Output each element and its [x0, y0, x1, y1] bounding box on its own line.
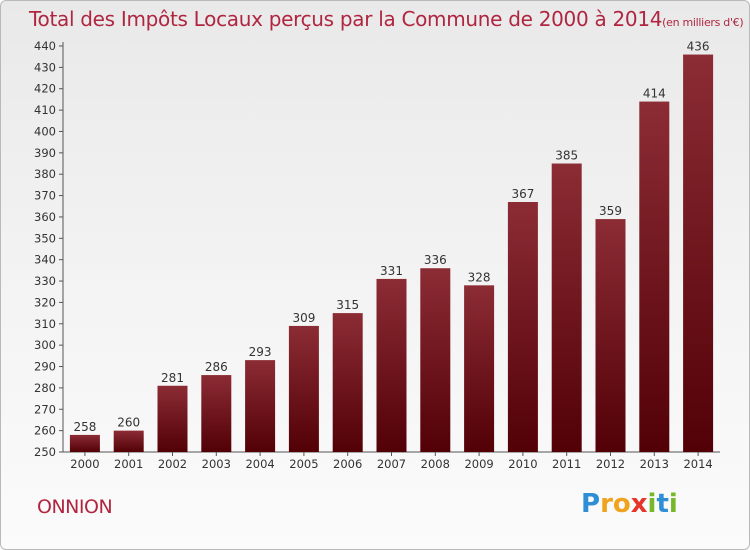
- y-tick-label: 360: [34, 210, 56, 224]
- chart-unit-label: (en milliers d'€): [662, 16, 744, 29]
- x-tick-label: 2009: [464, 457, 493, 471]
- bar-value-label: 336: [424, 253, 447, 267]
- bar: [288, 325, 319, 452]
- bar-value-label: 309: [292, 311, 315, 325]
- commune-name: ONNION: [37, 496, 113, 518]
- bar-value-label: 385: [555, 149, 578, 163]
- x-tick-label: 2014: [683, 457, 712, 471]
- x-tick-label: 2005: [289, 457, 318, 471]
- y-tick-label: 410: [34, 103, 56, 117]
- y-tick-label: 310: [34, 317, 56, 331]
- x-tick-label: 2013: [640, 457, 669, 471]
- bar: [464, 285, 495, 452]
- bar: [69, 434, 100, 452]
- x-tick-label: 2004: [245, 457, 274, 471]
- bar: [245, 360, 276, 452]
- bar: [639, 101, 670, 452]
- bar: [683, 54, 714, 453]
- data-labels: 258 260 281 286 293 309 315 331 336 328 367 385 359 4…: [73, 40, 709, 434]
- y-tick-label: 440: [34, 39, 56, 53]
- bar-value-label: 414: [643, 87, 666, 101]
- bar-value-label: 359: [599, 204, 622, 218]
- bar: [113, 430, 144, 452]
- bar: [420, 268, 451, 452]
- bar-value-label: 281: [161, 371, 184, 385]
- y-tick-label: 270: [34, 402, 56, 416]
- x-tick-label: 2011: [552, 457, 581, 471]
- bar: [507, 201, 538, 452]
- x-tick-label: 2010: [508, 457, 537, 471]
- x-tick-label: 2001: [114, 457, 143, 471]
- bar: [201, 375, 232, 452]
- x-tick-label: 2006: [333, 457, 362, 471]
- x-tick-label: 2002: [158, 457, 187, 471]
- y-tick-label: 280: [34, 381, 56, 395]
- bar-value-label: 328: [468, 270, 491, 284]
- y-tick-label: 370: [34, 189, 56, 203]
- proxiti-logo: Proxiti: [581, 489, 678, 519]
- chart-title-text: Total des Impôts Locaux perçus par la Co…: [29, 7, 663, 31]
- y-tick-label: 320: [34, 295, 56, 309]
- bar: [551, 163, 582, 453]
- bar-value-label: 258: [73, 420, 96, 434]
- bar-value-label: 331: [380, 264, 403, 278]
- y-tick-label: 250: [34, 445, 56, 459]
- y-tick-label: 430: [34, 60, 56, 74]
- y-tick-label: 290: [34, 360, 56, 374]
- bar-value-label: 367: [511, 187, 534, 201]
- y-tick-label: 300: [34, 338, 56, 352]
- x-axis: 2000 2001 2002 2003 2004 2005 2006 2007 2008 2009…: [63, 451, 720, 471]
- bar-value-label: 293: [249, 345, 272, 359]
- x-tick-label: 2007: [377, 457, 406, 471]
- bar: [157, 385, 188, 452]
- bar-value-label: 286: [205, 360, 228, 374]
- bar: [595, 219, 626, 452]
- y-tick-label: 420: [34, 82, 56, 96]
- x-tick-label: 2003: [202, 457, 231, 471]
- x-tick-label: 2008: [421, 457, 450, 471]
- y-tick-label: 260: [34, 424, 56, 438]
- y-tick-label: 330: [34, 274, 56, 288]
- y-tick-label: 340: [34, 253, 56, 267]
- y-tick-label: 390: [34, 146, 56, 160]
- bar-value-label: 260: [117, 416, 140, 430]
- bar-value-label: 315: [336, 298, 359, 312]
- bars: [69, 54, 714, 453]
- y-axis: 250 260 270 280 290 300 310 320 330 340 350 360 370 3…: [34, 39, 64, 459]
- y-tick-label: 350: [34, 231, 56, 245]
- chart-title: Total des Impôts Locaux perçus par la Co…: [29, 7, 744, 31]
- bar: [376, 278, 407, 452]
- y-tick-label: 380: [34, 167, 56, 181]
- x-tick-label: 2000: [70, 457, 99, 471]
- y-tick-label: 400: [34, 124, 56, 138]
- bar-value-label: 436: [687, 40, 710, 54]
- bar: [332, 313, 363, 452]
- x-tick-label: 2012: [596, 457, 625, 471]
